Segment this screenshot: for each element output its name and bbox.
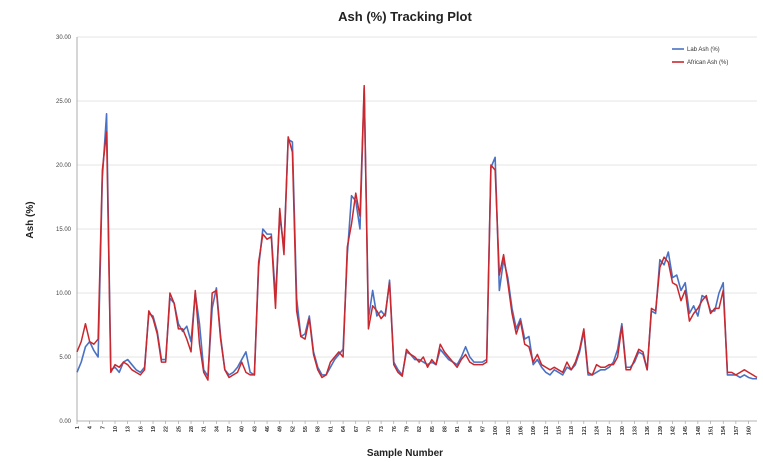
x-tick-label: 109 [531, 426, 537, 435]
x-tick-label: 124 [595, 425, 601, 435]
x-tick-label: 43 [252, 426, 258, 432]
x-tick-label: 1 [75, 426, 81, 429]
x-tick-label: 46 [265, 426, 271, 432]
x-tick-label: 16 [138, 426, 144, 432]
y-tick-labels: 0.00 5.00 10.00 15.00 20.00 25.00 30.00 [56, 35, 72, 425]
x-tick-label: 100 [493, 426, 499, 435]
y-tick-label: 25.00 [56, 99, 72, 105]
y-tick-label: 20.00 [56, 163, 72, 169]
x-tick-label: 22 [164, 426, 170, 432]
gridlines [76, 36, 757, 422]
x-tick-label: 157 [734, 426, 740, 435]
x-tick-label: 148 [696, 426, 702, 435]
x-tick-label: 112 [544, 426, 550, 435]
x-tick-label: 142 [671, 426, 677, 435]
x-tick-label: 31 [202, 426, 208, 432]
x-tick-label: 136 [645, 426, 651, 435]
x-axis-title: Sample Number [367, 448, 443, 459]
x-tick-label: 160 [747, 426, 753, 435]
x-tick-label: 40 [240, 426, 246, 432]
x-tick-label: 58 [316, 426, 322, 432]
legend-label: African Ash (%) [687, 60, 728, 66]
x-tick-label: 10 [113, 426, 119, 432]
series-lines [76, 84, 758, 381]
y-axis-title: Ash (%) [25, 201, 36, 238]
legend: Lab Ash (%) African Ash (%) [672, 47, 728, 66]
x-tick-label: 121 [582, 426, 588, 435]
x-tick-label: 73 [379, 426, 385, 432]
x-tick-label: 115 [556, 426, 562, 435]
x-tick-label: 91 [455, 426, 461, 432]
x-tick-label: 79 [404, 426, 410, 432]
y-tick-label: 0.00 [59, 419, 71, 425]
x-tick-label: 55 [303, 426, 309, 432]
x-tick-label: 4 [88, 425, 94, 429]
x-tick-label: 82 [417, 426, 423, 432]
x-tick-label: 76 [392, 426, 398, 432]
x-tick-label: 118 [569, 426, 575, 435]
series-line-african-ash [76, 84, 758, 381]
x-tick-label: 61 [328, 426, 334, 432]
x-tick-label: 52 [290, 426, 296, 432]
x-tick-label: 139 [658, 426, 664, 435]
x-tick-label: 64 [341, 425, 347, 432]
x-tick-labels: 1 4 7 10 13 16 19 22 25 28 31 34 37 40 43 46 49 52 55 58 61 6… [75, 421, 753, 435]
x-tick-label: 106 [518, 426, 524, 435]
x-tick-label: 130 [620, 426, 626, 435]
x-tick-label: 70 [366, 426, 372, 432]
x-tick-label: 151 [709, 426, 715, 435]
x-tick-label: 25 [176, 426, 182, 432]
x-tick-label: 37 [227, 426, 233, 432]
x-tick-label: 103 [506, 426, 512, 435]
x-tick-label: 145 [683, 426, 689, 435]
y-tick-label: 30.00 [56, 35, 72, 41]
x-tick-label: 49 [278, 426, 284, 432]
y-tick-label: 15.00 [56, 227, 72, 233]
x-tick-label: 7 [100, 426, 106, 429]
x-tick-label: 94 [468, 425, 474, 432]
x-tick-label: 19 [151, 426, 157, 432]
x-tick-label: 97 [480, 426, 486, 432]
x-tick-label: 88 [442, 426, 448, 432]
legend-label: Lab Ash (%) [687, 47, 720, 53]
x-tick-label: 67 [354, 426, 360, 432]
x-tick-label: 127 [607, 426, 613, 435]
x-tick-label: 28 [189, 426, 195, 432]
x-tick-label: 13 [126, 426, 132, 432]
y-tick-label: 5.00 [59, 355, 71, 361]
chart-title: Ash (%) Tracking Plot [338, 9, 472, 24]
x-tick-label: 154 [721, 425, 727, 435]
x-tick-label: 85 [430, 426, 436, 432]
x-tick-label: 133 [633, 426, 639, 435]
x-tick-label: 34 [214, 425, 220, 432]
y-tick-label: 10.00 [56, 291, 72, 297]
